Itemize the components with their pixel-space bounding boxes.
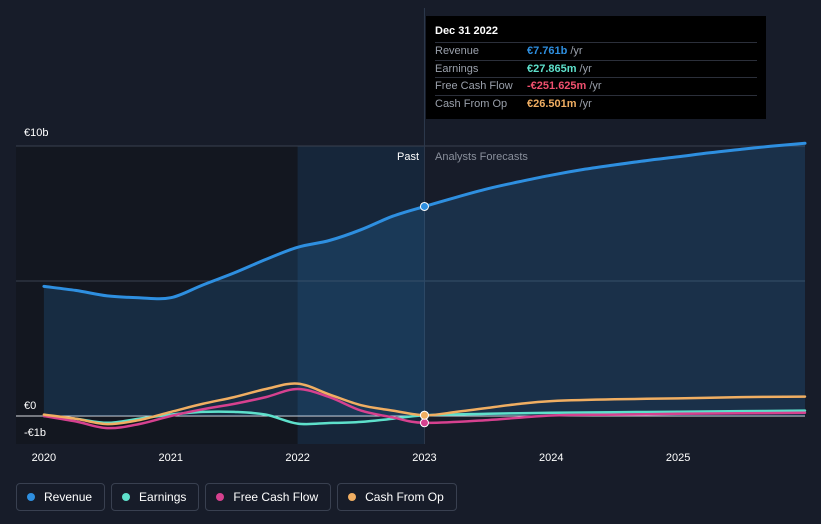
tooltip-name: Free Cash Flow [435,80,513,92]
legend-item-cash-from-op[interactable]: Cash From Op [337,483,457,511]
tooltip-unit: /yr [579,62,592,75]
legend-label: Free Cash Flow [233,490,319,504]
tooltip-value: €26.501m [527,97,577,110]
legend-item-earnings[interactable]: Earnings [111,483,200,511]
earnings-line [42,409,807,426]
legend-label: Revenue [44,490,93,504]
tooltip-row-revenue: Revenue €7.761b /yr [435,42,757,60]
revenue-point [419,201,429,211]
legend-item-revenue[interactable]: Revenue [16,483,106,511]
x-tick-label: 2022 [285,452,309,464]
tooltip-unit: /yr [570,45,583,57]
tooltip-name: Earnings [435,62,479,75]
free-cash-flow-point [419,418,429,428]
tooltip-row-cash-from-op: Cash From Op €26.501m /yr [435,94,757,113]
x-tick-label: 2020 [32,452,56,464]
tooltip-value: -€251.625m [527,80,587,92]
tooltip-row-earnings: Earnings €27.865m /yr [435,59,757,78]
legend-label: Earnings [139,490,187,504]
cash-from-op-point [419,410,429,420]
x-tick-label: 2023 [412,452,436,464]
y-axis-label-zero: €0 [24,400,36,412]
tooltip-value: €7.761b [527,45,568,57]
y-axis-label-top: €10b [24,127,48,139]
tooltip-row-free-cash-flow: Free Cash Flow -€251.625m /yr [435,77,757,95]
tooltip-value: €27.865m [527,62,577,75]
x-tick-label: 2025 [666,452,690,464]
free-cash-flow-dot-icon [216,493,225,501]
tooltip-unit: /yr [589,80,602,92]
revenue-area [43,143,805,417]
tooltip-unit: /yr [579,97,592,110]
legend-item-free-cash-flow[interactable]: Free Cash Flow [205,483,332,511]
x-tick-label: 2021 [159,452,183,464]
x-tick-label: 2024 [539,452,563,464]
chart-legend: Revenue Earnings Free Cash Flow Cash Fro… [16,483,457,511]
legend-label: Cash From Op [365,490,444,504]
free-cash-flow-line [42,387,807,430]
tooltip-name: Cash From Op [435,97,508,110]
past-label: Past [397,151,419,163]
y-axis-label-bottom: -€1b [24,427,46,439]
cash-from-op-dot-icon [348,493,357,501]
tooltip-name: Revenue [435,45,480,57]
cash-from-op-line [42,382,807,426]
data-tooltip: Dec 31 2022 Revenue €7.761b /yr Earnings… [426,16,766,119]
past-region-shade [16,146,298,444]
revenue-dot-icon [27,493,35,501]
tooltip-date: Dec 31 2022 [435,25,498,37]
earnings-dot-icon [122,493,131,501]
forecast-label: Analysts Forecasts [435,151,528,163]
